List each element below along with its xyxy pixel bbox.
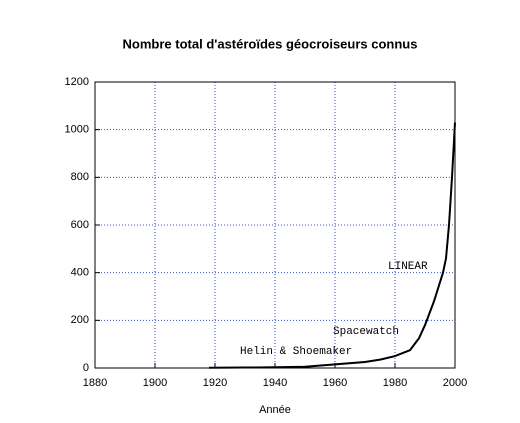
x-axis-label: Année: [259, 404, 291, 416]
y-tick-label: 0: [83, 362, 89, 374]
data-line: [208, 122, 456, 369]
annotation: Helin & Shoemaker: [240, 346, 352, 358]
y-tick-label: 800: [71, 171, 89, 183]
x-tick-label: 1880: [83, 377, 107, 389]
x-tick-label: 1980: [383, 377, 407, 389]
x-tick-label: 1940: [263, 377, 287, 389]
y-tick-label: 1000: [65, 124, 89, 136]
annotation: Spacewatch: [333, 326, 399, 338]
chart-title: Nombre total d'astéroïdes géocroiseurs c…: [123, 36, 418, 51]
y-tick-label: 600: [71, 219, 89, 231]
annotation: LINEAR: [388, 261, 428, 273]
x-tick-label: 1960: [323, 377, 347, 389]
y-tick-label: 200: [71, 314, 89, 326]
y-tick-label: 1200: [65, 76, 89, 88]
x-tick-label: 1920: [203, 377, 227, 389]
x-tick-label: 2000: [443, 377, 467, 389]
y-tick-label: 400: [71, 267, 89, 279]
x-tick-label: 1900: [143, 377, 167, 389]
